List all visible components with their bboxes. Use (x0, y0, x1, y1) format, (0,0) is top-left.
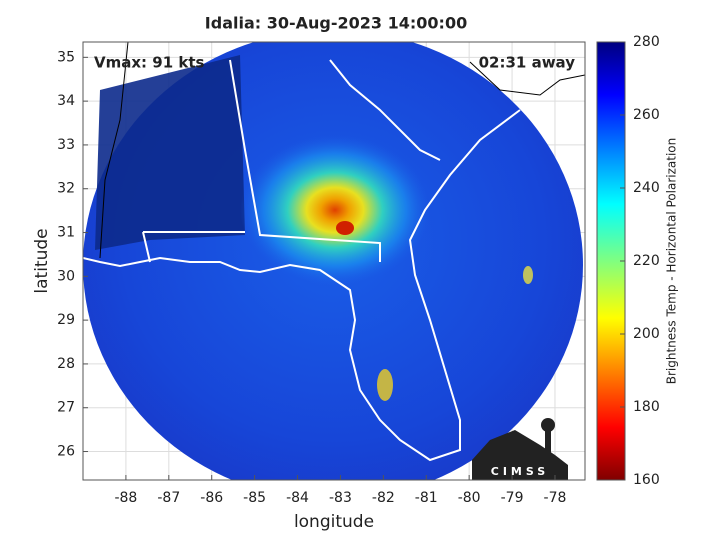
x-tick-label: -85 (243, 490, 266, 506)
cold-land (95, 55, 245, 250)
x-tick-label: -83 (329, 490, 352, 506)
time-away: 02:31 away (479, 54, 576, 72)
x-tick-label: -81 (415, 490, 438, 506)
x-tick-label: -78 (544, 490, 567, 506)
y-tick-label: 32 (57, 181, 75, 197)
y-tick-label: 27 (57, 400, 75, 416)
colorbar-tick-label: 280 (633, 34, 660, 50)
colorbar-tick-label: 180 (633, 399, 660, 415)
colorbar-tick-label: 220 (633, 253, 660, 269)
x-tick-label: -84 (286, 490, 309, 506)
logo-text: CIMSS (491, 465, 549, 478)
colorbar-tick-label: 200 (633, 326, 660, 342)
y-tick-label: 34 (57, 93, 75, 109)
y-tick-label: 35 (57, 49, 75, 65)
satellite-image: CIMSS (83, 42, 585, 480)
coastlines (83, 59, 521, 462)
colorbar-label: Brightness Temp - Horizontal Polarizatio… (665, 138, 679, 385)
colorbar-tick-label: 260 (633, 107, 660, 123)
eye (336, 221, 354, 235)
y-tick-label: 31 (57, 225, 75, 241)
x-tick-label: -86 (200, 490, 223, 506)
y-tick-label: 30 (57, 268, 75, 284)
outside-borders (99, 42, 585, 259)
x-tick-label: -80 (458, 490, 481, 506)
y-tick-label: 33 (57, 137, 75, 153)
y-tick-label: 28 (57, 356, 75, 372)
x-tick-label: -88 (114, 490, 137, 506)
x-tick-label: -82 (372, 490, 395, 506)
x-tick-label: -79 (501, 490, 524, 506)
colorbar-tick-label: 160 (633, 472, 660, 488)
storm (240, 135, 430, 285)
band (523, 266, 533, 284)
plot-frame (82, 41, 586, 481)
band (377, 369, 393, 401)
logo: CIMSS (472, 418, 568, 480)
title: Idalia: 30-Aug-2023 14:00:00 (205, 14, 467, 33)
y-axis-label: latitude (32, 228, 52, 293)
colorbar-tick-label: 240 (633, 180, 660, 196)
y-tick-label: 26 (57, 444, 75, 460)
x-axis-label: longitude (294, 512, 374, 532)
y-tick-label: 29 (57, 312, 75, 328)
x-tick-label: -87 (157, 490, 180, 506)
vmax: Vmax: 91 kts (94, 54, 204, 72)
